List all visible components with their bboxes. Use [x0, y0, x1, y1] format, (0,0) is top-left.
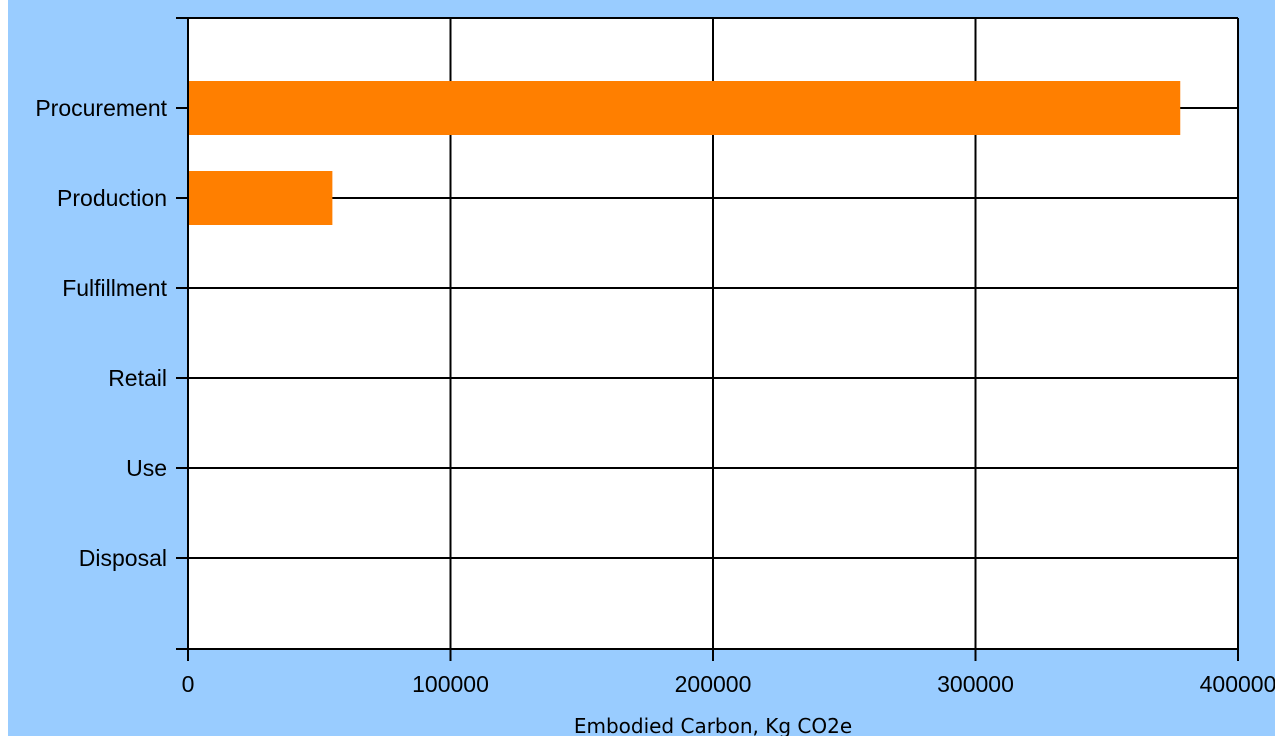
- x-tick-label: 100000: [412, 671, 489, 697]
- axes: [187, 18, 1238, 650]
- bar-procurement: [188, 81, 1181, 135]
- x-tick-label: 200000: [675, 671, 752, 697]
- x-axis-title: Embodied Carbon, Kg CO2e: [574, 714, 852, 736]
- bars: [188, 81, 1181, 225]
- x-tick-label: 0: [182, 671, 195, 697]
- y-tick-label: Disposal: [79, 545, 167, 571]
- bar-production: [188, 171, 333, 225]
- labels: 0 100000 200000 300000 400000 Procurement Prod…: [35, 95, 1275, 697]
- y-tick-label: Procurement: [35, 95, 167, 121]
- y-tick-label: Retail: [108, 365, 167, 391]
- x-tick-label: 300000: [937, 671, 1014, 697]
- y-tick-label: Production: [57, 185, 167, 211]
- x-tick-label: 400000: [1200, 671, 1275, 697]
- y-tick-label: Use: [126, 455, 167, 481]
- left-margin-strip: [0, 0, 8, 736]
- y-tick-label: Fulfillment: [62, 275, 167, 301]
